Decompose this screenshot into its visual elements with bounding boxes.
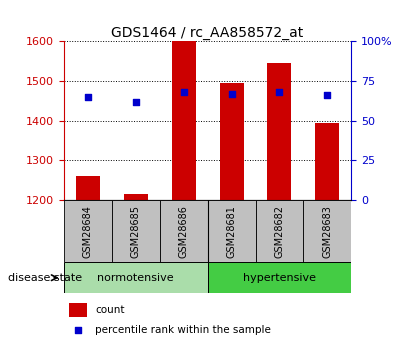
Point [276, 89, 283, 95]
Point [132, 99, 139, 105]
Text: GSM28686: GSM28686 [179, 205, 189, 258]
Bar [208, 262, 351, 293]
Bar [303, 200, 351, 262]
Text: percentile rank within the sample: percentile rank within the sample [95, 325, 271, 335]
Text: GSM28685: GSM28685 [131, 205, 141, 258]
Bar [172, 41, 196, 200]
Point [324, 92, 331, 98]
Text: GSM28681: GSM28681 [226, 205, 236, 258]
Text: normotensive: normotensive [97, 273, 174, 283]
Bar [124, 194, 148, 200]
Title: GDS1464 / rc_AA858572_at: GDS1464 / rc_AA858572_at [111, 26, 304, 40]
Text: count: count [95, 305, 125, 315]
Bar [64, 200, 112, 262]
Bar [208, 200, 256, 262]
Text: GSM28683: GSM28683 [323, 205, 332, 258]
Text: GSM28684: GSM28684 [83, 205, 92, 258]
Bar [256, 200, 303, 262]
Bar [315, 123, 339, 200]
Bar [76, 176, 100, 200]
Bar [64, 262, 208, 293]
Point [228, 91, 235, 97]
Bar [159, 200, 208, 262]
Bar [268, 63, 291, 200]
Bar [219, 83, 243, 200]
Bar [69, 304, 87, 317]
Point [84, 94, 91, 100]
Text: hypertensive: hypertensive [243, 273, 316, 283]
Point [180, 89, 187, 95]
Bar [112, 200, 159, 262]
Point [75, 328, 81, 333]
Text: GSM28682: GSM28682 [275, 205, 284, 258]
Text: disease state: disease state [8, 273, 82, 283]
